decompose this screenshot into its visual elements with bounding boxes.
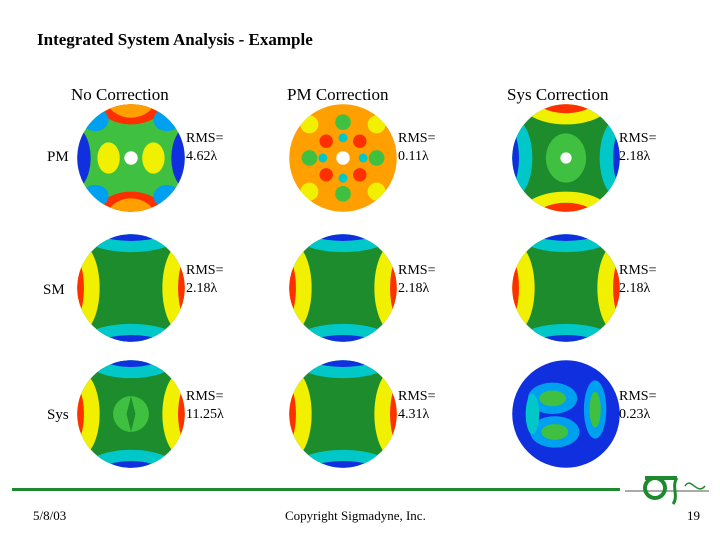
contour-disk-sys-no-correction (77, 360, 185, 468)
column-header-pm-correction: PM Correction (287, 85, 389, 104)
contour-disk-sm-pm-correction (289, 234, 397, 342)
rms-readout: RMS= 0.11λ (398, 131, 436, 164)
sigmadyne-logo-icon (625, 476, 709, 505)
column-header-no-correction: No Correction (71, 85, 169, 104)
rms-readout: RMS= 2.18λ (398, 263, 436, 296)
contour-disk-sys-pm-correction (289, 360, 397, 468)
slide-title: Integrated System Analysis - Example (37, 30, 313, 49)
footer-divider (12, 488, 620, 491)
rms-readout: RMS= 4.31λ (398, 389, 436, 422)
row-header-pm: PM (47, 149, 69, 165)
contour-disk-pm-sys-correction (512, 104, 620, 212)
contour-disk-pm-no-correction (77, 104, 185, 212)
row-header-sm: SM (43, 282, 65, 298)
page-number: 19 (687, 508, 700, 523)
contour-disk-sm-no-correction (77, 234, 185, 342)
rms-readout: RMS= 2.18λ (619, 263, 657, 296)
contour-disk-sm-sys-correction (512, 234, 620, 342)
footer-copyright: Copyright Sigmadyne, Inc. (285, 508, 426, 523)
contour-disk-sys-sys-correction (512, 360, 620, 468)
rms-readout: RMS= 2.18λ (186, 263, 224, 296)
rms-readout: RMS= 0.23λ (619, 389, 657, 422)
row-header-sys: Sys (47, 407, 69, 423)
contour-disk-pm-pm-correction (289, 104, 397, 212)
rms-readout: RMS= 11.25λ (186, 389, 224, 422)
rms-readout: RMS= 2.18λ (619, 131, 657, 164)
column-header-sys-correction: Sys Correction (507, 85, 609, 104)
footer-date: 5/8/03 (33, 508, 67, 523)
rms-readout: RMS= 4.62λ (186, 131, 224, 164)
